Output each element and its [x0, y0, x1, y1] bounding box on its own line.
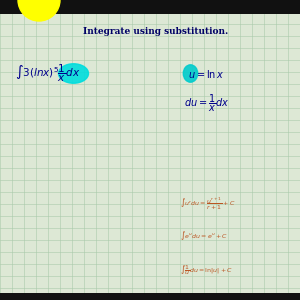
- Text: $u = \ln x$: $u = \ln x$: [188, 68, 224, 80]
- Text: $\int \dfrac{1}{u}du = \ln|u| + C$: $\int \dfrac{1}{u}du = \ln|u| + C$: [180, 263, 233, 277]
- Text: $\int 3(\mathit{ln}x)^5\dfrac{1}{x}dx$: $\int 3(\mathit{ln}x)^5\dfrac{1}{x}dx$: [15, 63, 81, 84]
- Ellipse shape: [183, 65, 198, 82]
- Text: $\int e^u du = e^u + C$: $\int e^u du = e^u + C$: [180, 229, 228, 242]
- Text: Integrate using substitution.: Integrate using substitution.: [83, 27, 229, 36]
- Circle shape: [18, 0, 60, 21]
- FancyBboxPatch shape: [0, 292, 300, 300]
- Ellipse shape: [58, 64, 88, 83]
- Text: $\int u^r du = \dfrac{u^{r+1}}{r+1}+C$: $\int u^r du = \dfrac{u^{r+1}}{r+1}+C$: [180, 196, 236, 211]
- Text: $du = \dfrac{1}{x}dx$: $du = \dfrac{1}{x}dx$: [184, 93, 230, 114]
- FancyBboxPatch shape: [0, 0, 300, 14]
